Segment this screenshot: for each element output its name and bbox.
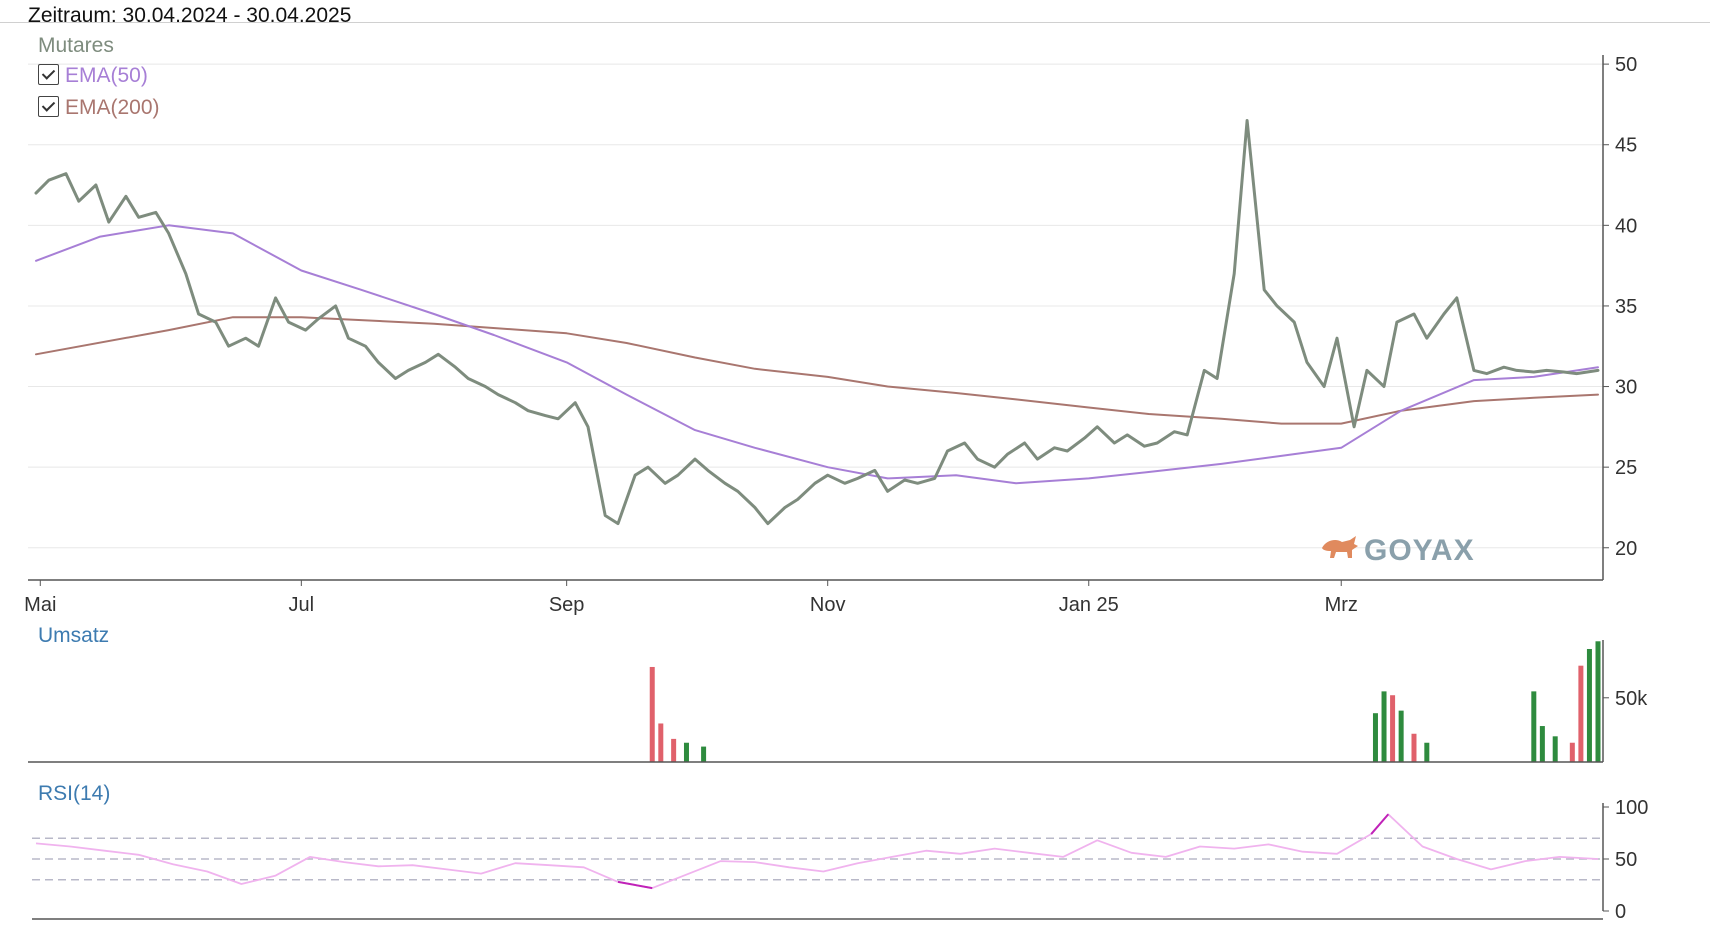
period-label: Zeitraum: 30.04.2024 - 30.04.2025	[28, 4, 352, 27]
watermark-text: GOYAX	[1364, 534, 1475, 567]
legend-mutares-label: Mutares	[38, 34, 114, 57]
volume-bar	[1372, 713, 1378, 762]
volume-bar	[701, 746, 707, 762]
rsi-panel-title: RSI(14)	[38, 782, 111, 805]
volume-bar	[671, 738, 677, 762]
rsi-axes: 0 50 100	[32, 797, 1648, 923]
price-x-tick-label: Mai	[24, 594, 56, 616]
volume-bar	[1569, 742, 1575, 762]
volume-bar	[1390, 695, 1396, 762]
price-x-tick-label: Nov	[810, 594, 846, 616]
header-divider	[0, 22, 1710, 23]
rsi-reference-lines	[32, 837, 1603, 881]
volume-bar	[1578, 665, 1584, 762]
volume-bar	[1539, 726, 1545, 762]
bull-icon	[1322, 536, 1358, 558]
goyax-watermark: GOYAX	[1322, 534, 1475, 567]
volume-bar	[1531, 691, 1537, 762]
rsi-y-tick-label: 0	[1615, 901, 1626, 923]
legend-ema200[interactable]: EMA(200)	[38, 96, 160, 120]
price-y-tick-label: 40	[1615, 215, 1637, 237]
legend-ema50[interactable]: EMA(50)	[38, 64, 148, 88]
volume-bar	[1424, 742, 1430, 762]
price-y-tick-label: 35	[1615, 296, 1637, 318]
volume-y-tick-label: 50k	[1615, 688, 1648, 710]
volume-bar	[1595, 641, 1601, 762]
price-y-tick-label: 30	[1615, 377, 1637, 399]
price-grid	[28, 63, 1603, 549]
volume-bars	[649, 641, 1601, 762]
price-y-tick-label: 45	[1615, 135, 1637, 157]
volume-panel-title: Umsatz	[38, 624, 110, 647]
price-lines	[34, 119, 1600, 526]
volume-bar	[1381, 691, 1387, 762]
rsi-extreme-segment	[617, 880, 653, 890]
volume-bar	[649, 666, 655, 762]
rsi-y-tick-label: 50	[1615, 849, 1637, 871]
series-line-ema-50-	[35, 224, 1599, 485]
ema200-checkbox[interactable]	[38, 96, 59, 117]
price-x-tick-label: Sep	[549, 594, 585, 616]
price-y-tick-label: 25	[1615, 457, 1637, 479]
price-axes: 20 25 30 35 40 45 50 Mai Jul Sep Nov Jan 25 Mrz	[24, 54, 1637, 616]
series-line-rsi	[35, 813, 1599, 889]
volume-bar	[683, 742, 689, 762]
ema50-checkbox[interactable]	[38, 64, 59, 85]
series-line-mutares	[34, 119, 1600, 526]
price-x-tick-label: Jan 25	[1059, 594, 1119, 616]
legend-ema50-label: EMA(50)	[65, 64, 148, 87]
legend-ema200-label: EMA(200)	[65, 96, 160, 119]
rsi-extreme-segment	[1370, 813, 1390, 835]
price-y-tick-label: 20	[1615, 538, 1637, 560]
volume-bar	[658, 723, 664, 762]
volume-bar	[1398, 710, 1404, 762]
volume-bar	[1411, 733, 1417, 762]
price-y-tick-label: 50	[1615, 54, 1637, 76]
series-line-ema-200-	[35, 316, 1599, 425]
price-x-tick-label: Jul	[289, 594, 315, 616]
volume-axes: 50k	[28, 640, 1648, 763]
legend-mutares: Mutares	[38, 34, 114, 58]
volume-bar	[1552, 736, 1558, 762]
rsi-y-tick-label: 100	[1615, 797, 1648, 819]
volume-bar	[1586, 648, 1592, 762]
price-x-tick-label: Mrz	[1325, 594, 1358, 616]
rsi-line	[35, 813, 1599, 890]
